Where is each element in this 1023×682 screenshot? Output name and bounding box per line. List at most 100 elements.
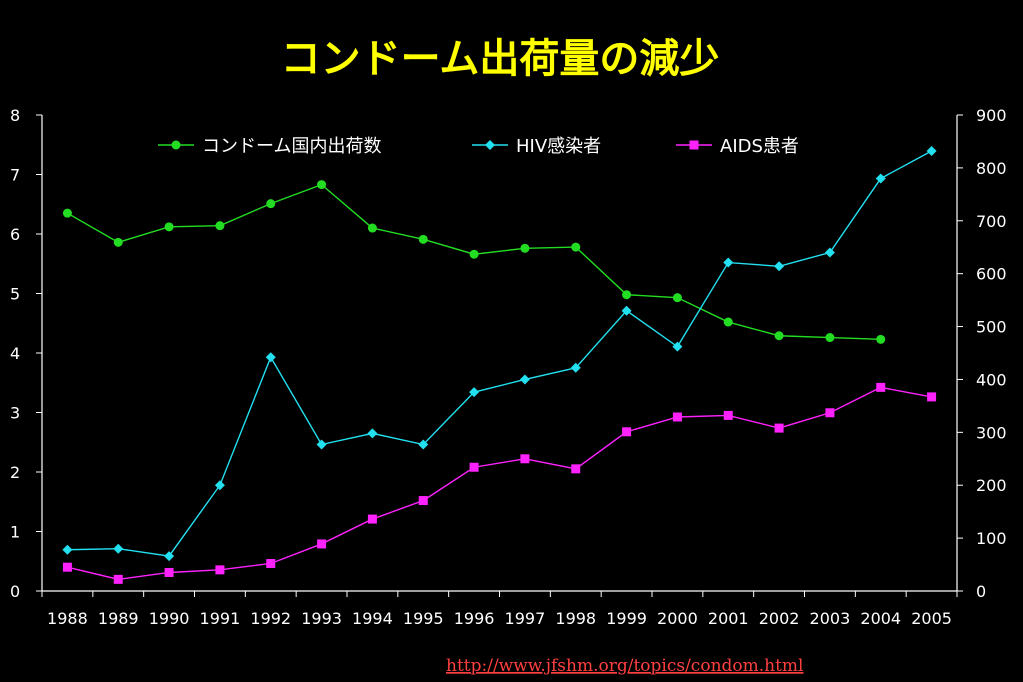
series-point: [672, 293, 682, 303]
left-tick-label: 1: [10, 523, 20, 542]
x-tick-label: 1990: [149, 609, 190, 628]
series-point: [571, 242, 581, 252]
x-tick-label: 2003: [810, 609, 851, 628]
right-tick-label: 0: [976, 582, 986, 601]
left-axis-unit: 億個: [14, 72, 48, 92]
series-layer: [62, 145, 937, 584]
series-point: [621, 305, 632, 316]
source-link[interactable]: http://www.jfshm.org/topics/condom.html: [446, 656, 804, 676]
series-2: [62, 382, 937, 584]
x-tick-label: 1991: [200, 609, 241, 628]
series-point: [215, 565, 225, 575]
legend-label: HIV感染者: [516, 136, 601, 157]
right-tick-label: 200: [976, 476, 1007, 495]
x-tick-label: 1992: [250, 609, 291, 628]
legend: コンドーム国内出荷数 HIV感染者 AIDS患者: [158, 136, 799, 157]
series-0: [62, 180, 886, 344]
x-tick-label: 2001: [708, 609, 749, 628]
series-point: [317, 539, 327, 549]
series-point: [774, 261, 785, 272]
series-point: [876, 382, 886, 392]
series-point: [927, 392, 937, 402]
series-point: [825, 333, 835, 343]
series-line: [67, 150, 932, 557]
series-point: [113, 237, 123, 247]
right-tick-label: 300: [976, 423, 1007, 442]
series-point: [418, 234, 428, 244]
series-point: [571, 464, 581, 474]
legend-marker: [485, 140, 495, 150]
series-point: [774, 331, 784, 341]
series-line: [67, 386, 932, 581]
right-tick-label: 500: [976, 318, 1007, 337]
x-tick-label: 1997: [505, 609, 546, 628]
series-point: [622, 290, 632, 300]
right-axis-ticks: 0 100 200 300 400 500 600 700 800 900: [957, 106, 1007, 601]
series-point: [266, 199, 276, 209]
series-point: [164, 222, 174, 232]
series-point: [570, 362, 581, 373]
series-point: [672, 341, 683, 352]
x-tick-label: 2000: [657, 609, 698, 628]
series-point: [672, 412, 682, 422]
left-tick-label: 2: [10, 463, 20, 482]
left-tick-label: 6: [10, 225, 20, 244]
series-point: [214, 480, 225, 491]
series-point: [215, 221, 225, 231]
x-tick-label: 1989: [98, 609, 139, 628]
right-tick-label: 100: [976, 529, 1007, 548]
series-point: [367, 428, 378, 439]
legend-marker: [171, 140, 181, 150]
chart-title: コンドーム出荷量の減少: [281, 36, 720, 82]
x-tick-label: 1999: [606, 609, 647, 628]
left-tick-label: 3: [10, 404, 20, 423]
series-point: [418, 439, 429, 450]
legend-item: HIV感染者: [472, 136, 601, 157]
x-tick-label: 2004: [860, 609, 901, 628]
series-point: [418, 496, 428, 506]
series-1: [62, 145, 937, 562]
series-point: [164, 567, 174, 577]
left-tick-label: 0: [10, 582, 20, 601]
right-tick-label: 700: [976, 212, 1007, 231]
series-point: [824, 247, 835, 258]
series-point: [113, 574, 123, 584]
series-point: [266, 558, 276, 568]
left-axis-ticks: 0 1 2 3 4 5 6 7 8: [10, 106, 42, 601]
x-tick-label: 1988: [47, 609, 88, 628]
right-axis-unit: 人: [967, 72, 984, 92]
left-tick-label: 8: [10, 106, 20, 125]
series-point: [875, 173, 886, 184]
series-point: [469, 462, 479, 472]
series-point: [62, 544, 73, 555]
series-point: [520, 243, 530, 253]
series-line: [67, 183, 881, 341]
legend-item: AIDS患者: [676, 136, 799, 157]
legend-marker: [689, 140, 699, 150]
right-tick-label: 900: [976, 106, 1007, 125]
series-point: [113, 543, 124, 554]
series-point: [265, 352, 276, 363]
series-point: [469, 387, 480, 398]
legend-label: コンドーム国内出荷数: [202, 136, 381, 157]
series-point: [825, 408, 835, 418]
left-tick-label: 7: [10, 166, 20, 185]
x-tick-label: 1995: [403, 609, 444, 628]
series-point: [317, 180, 327, 190]
series-point: [774, 423, 784, 433]
x-tick-label: 1994: [352, 609, 393, 628]
x-tick-label: 2005: [911, 609, 952, 628]
series-point: [367, 223, 377, 233]
series-point: [622, 427, 632, 437]
series-point: [367, 514, 377, 524]
series-point: [876, 334, 886, 344]
left-tick-label: 5: [10, 285, 20, 304]
series-point: [519, 374, 530, 385]
source-label: コンドーム工業会データ: [232, 656, 408, 675]
x-tick-label: 1993: [301, 609, 342, 628]
legend-item: コンドーム国内出荷数: [158, 136, 381, 157]
series-point: [164, 551, 175, 562]
series-point: [723, 257, 734, 268]
legend-label: AIDS患者: [720, 136, 799, 157]
series-point: [316, 439, 327, 450]
